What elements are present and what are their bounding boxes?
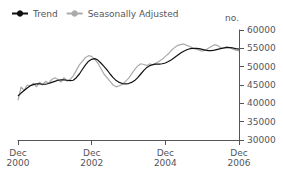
svg-text:Dec: Dec — [9, 148, 26, 158]
svg-text:30000: 30000 — [247, 135, 276, 145]
svg-text:60000: 60000 — [247, 25, 276, 35]
svg-text:no.: no. — [225, 13, 239, 23]
svg-text:40000: 40000 — [247, 98, 276, 108]
svg-text:35000: 35000 — [247, 117, 276, 127]
svg-text:2000: 2000 — [7, 158, 30, 168]
svg-text:50000: 50000 — [247, 62, 276, 72]
svg-text:2004: 2004 — [154, 158, 177, 168]
svg-text:Trend: Trend — [32, 9, 58, 19]
svg-text:Seasonally Adjusted: Seasonally Adjusted — [88, 9, 179, 19]
svg-text:Dec: Dec — [157, 148, 174, 158]
svg-text:55000: 55000 — [247, 43, 276, 53]
svg-text:2002: 2002 — [80, 158, 103, 168]
svg-text:Dec: Dec — [230, 148, 247, 158]
svg-text:Dec: Dec — [83, 148, 100, 158]
svg-text:2006: 2006 — [228, 158, 251, 168]
svg-text:45000: 45000 — [247, 80, 276, 90]
